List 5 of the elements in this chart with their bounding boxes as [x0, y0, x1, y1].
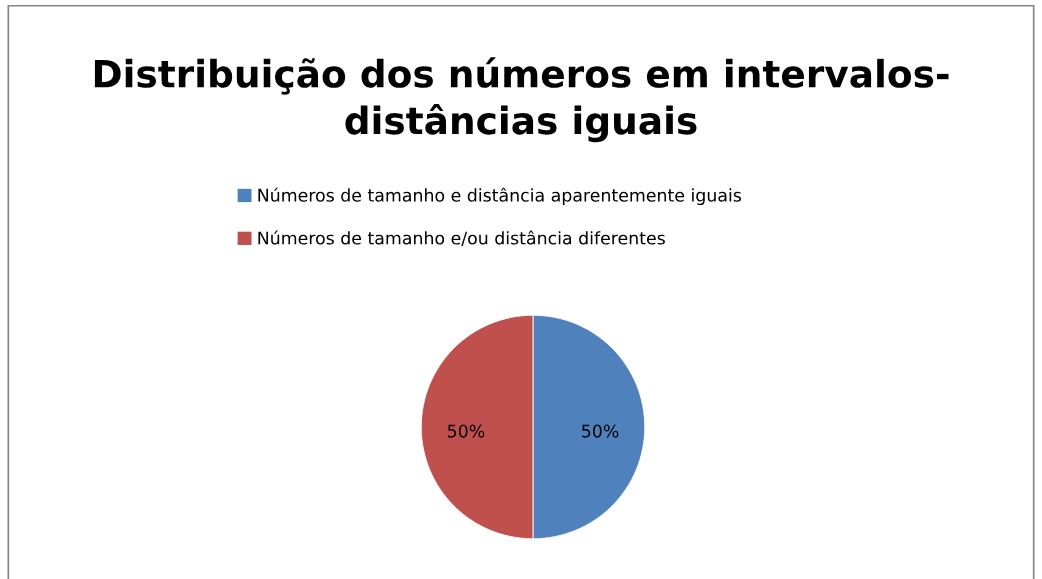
- data-label: 50%: [447, 424, 485, 438]
- chart-title: Distribuição dos números em intervalos- distâncias iguais: [94, 57, 949, 143]
- data-label: 50%: [582, 424, 619, 438]
- legend-label: Números de tamanho e distância aparentemente iguais: [258, 187, 741, 206]
- legend-label: Números de tamanho e/ou distância diferentes: [258, 230, 665, 246]
